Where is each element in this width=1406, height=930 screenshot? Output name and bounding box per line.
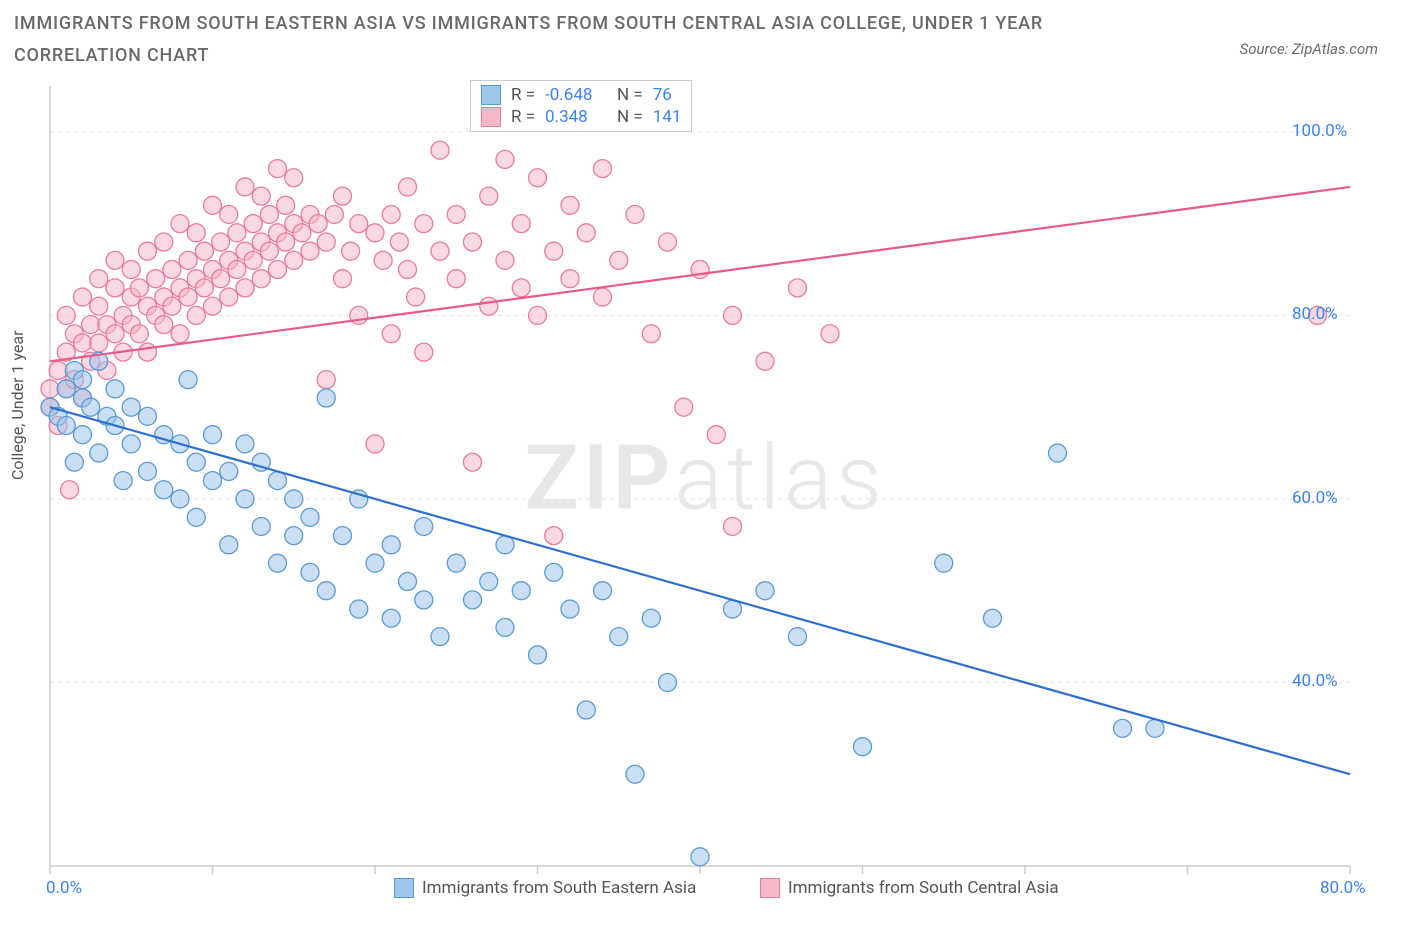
stats-n-label: N =: [617, 85, 643, 105]
legend-swatch: [760, 878, 780, 898]
y-tick-label: 100.0%: [1292, 121, 1347, 141]
source-link[interactable]: ZipAtlas.com: [1292, 40, 1378, 58]
x-tick-label: 0.0%: [46, 878, 82, 898]
legend-label: Immigrants from South Eastern Asia: [422, 878, 696, 898]
legend-label: Immigrants from South Central Asia: [788, 878, 1059, 898]
stats-r-label: R =: [511, 107, 535, 127]
stats-r-value: 0.348: [545, 107, 607, 127]
legend-item: Immigrants from South Eastern Asia: [394, 878, 696, 898]
stats-n-value: 141: [653, 107, 682, 127]
stats-swatch: [481, 107, 501, 127]
stats-r-value: -0.648: [545, 85, 607, 105]
stats-swatch: [481, 85, 501, 105]
legend-swatch: [394, 878, 414, 898]
y-axis-label: College, Under 1 year: [8, 330, 27, 480]
source-attribution: Source: ZipAtlas.com: [1240, 40, 1378, 58]
stats-row: R = -0.648 N = 76: [481, 85, 681, 105]
stats-n-value: 76: [653, 85, 672, 105]
y-tick-label: 80.0%: [1292, 304, 1338, 324]
chart-plot-area: ZIPatlas R = -0.648N = 76R = 0.348N = 14…: [40, 78, 1370, 878]
legend-item: Immigrants from South Central Asia: [760, 878, 1059, 898]
y-tick-label: 40.0%: [1292, 671, 1338, 691]
source-prefix: Source:: [1240, 40, 1292, 58]
stats-n-label: N =: [617, 107, 643, 127]
stats-r-label: R =: [511, 85, 535, 105]
x-tick-label: 80.0%: [1320, 878, 1366, 898]
y-tick-label: 60.0%: [1292, 488, 1338, 508]
correlation-stats-box: R = -0.648 N = 76 R = 0.348 N = 141: [470, 80, 692, 132]
stats-row: R = 0.348 N = 141: [481, 107, 681, 127]
scatter-chart: [40, 78, 1370, 878]
chart-title: IMMIGRANTS FROM SOUTH EASTERN ASIA VS IM…: [14, 8, 1134, 73]
